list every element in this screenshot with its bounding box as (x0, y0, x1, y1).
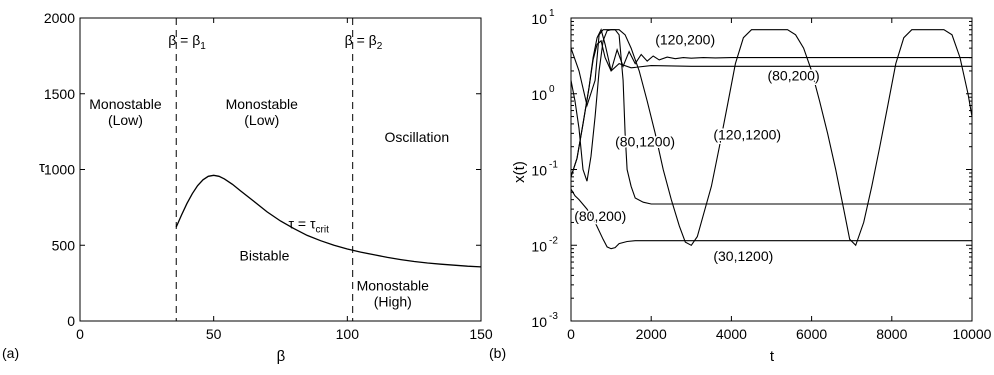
series-line (570, 29, 973, 247)
threshold-label: β = β2 (345, 32, 383, 52)
y-tick-label: 2000 (44, 10, 75, 26)
series-annotation: (80,1200) (615, 134, 675, 150)
curve-label: τ = τcrit (289, 216, 330, 236)
panel-a-xlabel: β (277, 348, 286, 365)
y-tick-label: 0 (67, 313, 75, 329)
x-tick-label: 150 (469, 326, 493, 342)
x-tick-label: 50 (206, 326, 222, 342)
panel-b-ylabel: x(t) (511, 161, 528, 183)
panel-b-xlabel: t (770, 348, 775, 365)
series-line (570, 39, 972, 177)
y-tick-exponent: 1 (549, 8, 555, 19)
series-annotation: (120,200) (655, 31, 715, 47)
region-label: Monostable (89, 96, 162, 112)
panel-a-series (175, 174, 482, 268)
panel-b-frame (570, 17, 973, 322)
region-label: Monostable (357, 278, 430, 294)
y-tick-label: 10 (531, 238, 547, 254)
panel-b-series (570, 28, 973, 250)
y-tick-exponent: -3 (549, 311, 558, 322)
x-tick-label: 0 (567, 326, 575, 342)
series-annotation: (80,200) (574, 208, 626, 224)
series-annotation: (120,1200) (713, 126, 781, 142)
y-tick-label: 10 (531, 163, 547, 179)
y-tick-exponent: -2 (549, 235, 558, 246)
region-label: Bistable (240, 247, 290, 263)
panel-a-labels: τ = τcritMonostable(Low)Monostable(Low)O… (89, 96, 449, 310)
series-line (570, 188, 972, 250)
panel-a-vlines: β = β1 β = β2 (168, 18, 383, 321)
region-label: Monostable (226, 96, 299, 112)
y-tick-label: 1500 (44, 86, 75, 102)
panel-b-tag: (b) (489, 345, 506, 361)
region-label: (Low) (244, 112, 279, 128)
x-tick-label: 0 (76, 326, 84, 342)
y-tick-label: 1000 (44, 162, 75, 178)
y-tick-label: 10 (531, 11, 547, 27)
x-tick-label: 10000 (953, 326, 992, 342)
x-tick-label: 2000 (636, 326, 667, 342)
panel-a-frame (79, 17, 482, 322)
y-tick-exponent: 0 (549, 84, 555, 95)
panel-a-ylabel: τ (39, 159, 45, 176)
series-annotation: (80,200) (767, 67, 819, 83)
x-tick-label: 6000 (796, 326, 827, 342)
x-tick-label: 4000 (716, 326, 747, 342)
series-line (570, 28, 972, 177)
critical-curve (175, 174, 482, 268)
region-label: (High) (374, 294, 412, 310)
region-label: Oscillation (385, 129, 450, 145)
x-tick-label: 8000 (876, 326, 907, 342)
panel-a-tag: (a) (2, 345, 19, 361)
x-tick-label: 100 (336, 326, 360, 342)
series-annotation: (30,1200) (713, 248, 773, 264)
y-tick-label: 500 (52, 237, 76, 253)
threshold-label: β = β1 (168, 32, 206, 52)
y-tick-exponent: -1 (549, 160, 558, 171)
region-label: (Low) (108, 112, 143, 128)
y-tick-label: 10 (531, 314, 547, 330)
panel-b-labels: (120,200) (80,200) (80,1200) (120,1200) (80,… (573, 30, 821, 266)
y-tick-label: 10 (531, 87, 547, 103)
